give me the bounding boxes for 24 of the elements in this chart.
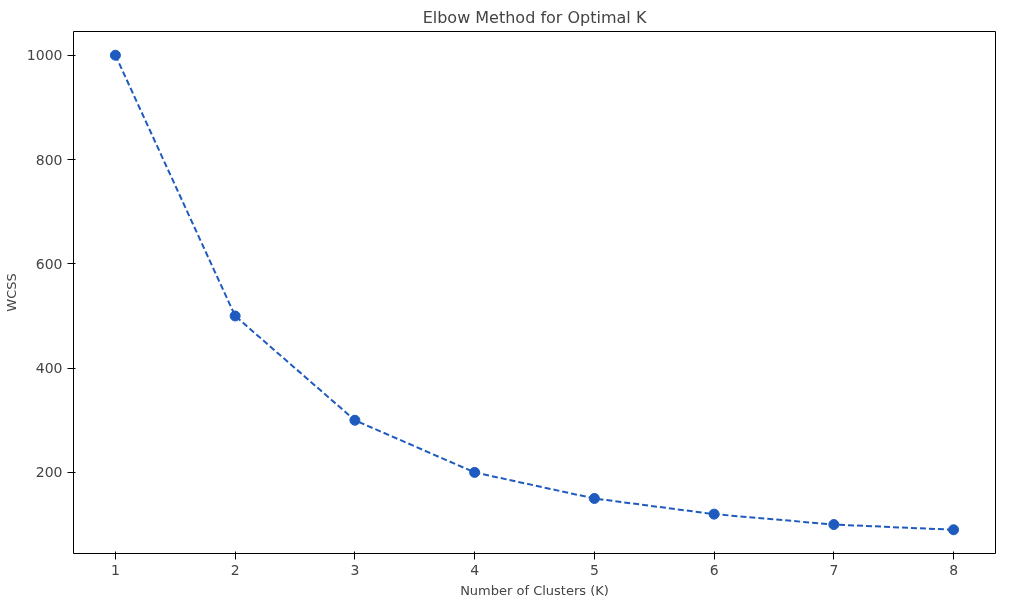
point — [229, 310, 241, 322]
point — [708, 508, 720, 520]
y-tick-label: 800 — [35, 151, 63, 168]
x-tick-label: 2 — [230, 561, 240, 578]
x-tick-label: 6 — [709, 561, 719, 578]
x-tick-label: 5 — [589, 561, 599, 578]
x-axis-title: Number of Clusters (K) — [460, 582, 609, 598]
x-tick-label: 7 — [829, 561, 839, 578]
point — [349, 414, 361, 426]
chart-title: Elbow Method for Optimal K — [422, 7, 647, 27]
y-tick-label: 400 — [35, 360, 63, 377]
point — [948, 524, 960, 536]
point — [828, 519, 840, 531]
y-axis-title: WCSS — [3, 273, 19, 312]
x-tick-label: 4 — [470, 561, 480, 578]
x-tick-label: 1 — [110, 561, 120, 578]
y-tick-label: 1000 — [26, 47, 63, 64]
y-tick-label: 200 — [35, 464, 63, 481]
point — [109, 49, 121, 61]
x-tick-label: 8 — [949, 561, 959, 578]
x-tick-label: 3 — [350, 561, 360, 578]
point — [469, 466, 481, 478]
y-tick-label: 600 — [35, 255, 63, 272]
point — [588, 492, 600, 504]
